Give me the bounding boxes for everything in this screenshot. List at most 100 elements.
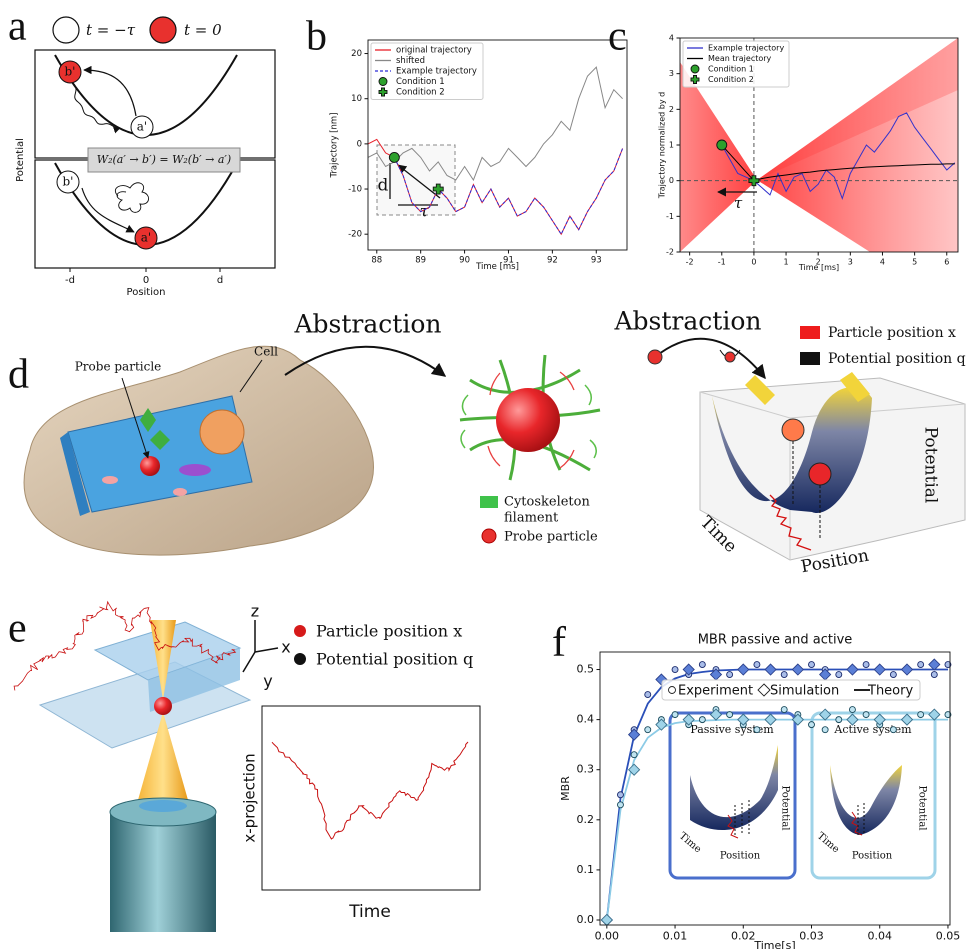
data-point — [836, 672, 842, 678]
panel-e-circle — [294, 653, 306, 665]
panel-d-ellipse — [179, 464, 211, 476]
legend-text: Cytoskeleton — [504, 495, 590, 510]
data-point — [836, 717, 842, 723]
panel-d-rect — [800, 352, 820, 365]
data-point — [809, 722, 815, 728]
data-point — [809, 662, 815, 668]
y-tick-label: 3 — [669, 69, 674, 78]
x-tick-label: 0 — [751, 257, 756, 266]
panel-d-circle — [809, 463, 831, 485]
illustration-label: Cell — [254, 345, 278, 359]
figure: a t = −τ t = 0 b' a' b' a' W₂(a′ → b′) =… — [0, 0, 974, 949]
panel-d-circle — [725, 352, 735, 362]
y-tick-label: 20 — [351, 49, 362, 59]
x-tick-label: 3 — [848, 257, 853, 266]
data-point — [863, 662, 869, 668]
data-point — [792, 664, 803, 675]
panel-e-rect — [262, 706, 480, 890]
data-point — [601, 914, 612, 925]
legend-text: Probe particle — [504, 530, 598, 545]
legend-label: Condition 2 — [708, 75, 754, 84]
data-point — [629, 729, 640, 740]
data-point — [918, 712, 924, 718]
y-axis-label: Trajectory [nm] — [330, 113, 340, 179]
panel-letter: b — [306, 14, 327, 60]
inset-axis-label: Position — [720, 851, 761, 862]
data-point — [656, 719, 667, 730]
y-tick-label: 10 — [351, 94, 362, 104]
panel-d-circle — [482, 529, 496, 543]
x-tick-label: 2 — [816, 257, 821, 266]
x-tick-label: 90 — [459, 256, 470, 266]
data-point — [765, 664, 776, 675]
legend-text: Particle position x — [828, 325, 956, 341]
x-tick-label: -1 — [718, 257, 726, 266]
illustration-label: Probe particle — [75, 360, 162, 374]
state-label: b' — [63, 175, 74, 189]
panel-e-ellipse — [139, 800, 187, 812]
data-point — [874, 664, 885, 675]
data-point — [890, 672, 896, 678]
axis-glyph: x — [281, 638, 290, 657]
legend-swatch — [669, 687, 676, 694]
legend-label: Mean trajectory — [708, 54, 772, 63]
data-point — [918, 662, 924, 668]
panel-d-ellipse — [102, 476, 118, 484]
chart-title: MBR passive and active — [698, 633, 853, 648]
data-point — [781, 707, 787, 713]
legend-label: Theory — [867, 684, 913, 699]
data-point — [738, 664, 749, 675]
x-tick-label: 0.01 — [663, 930, 688, 943]
y-tick-label: 1 — [669, 141, 674, 150]
x-tick-label: 0.02 — [731, 930, 756, 943]
x-tick-label: 92 — [547, 256, 558, 266]
data-point — [822, 727, 828, 733]
legend-label: original trajectory — [396, 46, 472, 56]
y-tick-label: 0.5 — [577, 663, 595, 676]
y-tick-label: 0 — [357, 139, 362, 149]
panel-d-circle — [200, 410, 244, 454]
x-tick-label: 89 — [415, 256, 426, 266]
panel-a-circle — [150, 17, 176, 43]
data-point — [617, 792, 623, 798]
panel-d-rect — [800, 326, 820, 339]
y-tick-label: -10 — [348, 185, 362, 195]
legend-label: shifted — [396, 56, 425, 66]
annotation: τ — [734, 194, 743, 212]
y-tick-label: 0.0 — [577, 913, 595, 926]
y-tick-label: 0.2 — [577, 813, 595, 826]
data-point — [890, 727, 896, 733]
y-tick-label: -1 — [666, 212, 674, 221]
data-point — [727, 712, 733, 718]
y-axis-label: x-projection — [241, 753, 259, 842]
inset-axis-label: Potential — [917, 785, 928, 830]
x-tick-label: -d — [65, 275, 75, 286]
data-point — [645, 727, 651, 733]
legend-swatch — [691, 65, 699, 73]
legend-label: Experiment — [678, 684, 753, 699]
legend-text: t = −τ — [86, 21, 136, 39]
y-tick-label: 0 — [669, 176, 674, 185]
panel-a-circle — [53, 17, 79, 43]
panel-f-insets: Passive system Time Position Potential A… — [670, 713, 935, 878]
inset-title: Passive system — [690, 723, 774, 736]
inset-axis-label: Position — [852, 851, 893, 862]
condition-point — [389, 152, 399, 162]
state-label: a' — [141, 231, 151, 245]
x-tick-label: 0.04 — [867, 930, 892, 943]
arrow-label: Abstraction — [294, 310, 442, 339]
data-point — [931, 672, 937, 678]
data-point — [727, 672, 733, 678]
x-tick-label: 0.00 — [595, 930, 620, 943]
panel-d-circle — [782, 419, 804, 441]
data-point — [617, 802, 623, 808]
legend-label: Condition 2 — [396, 88, 445, 98]
data-point — [863, 712, 869, 718]
panel-e-rect — [110, 812, 216, 932]
axis-glyph: y — [263, 672, 272, 691]
panel-d-circle — [140, 456, 160, 476]
panel-e-line — [255, 648, 278, 652]
condition-point — [717, 140, 727, 150]
x-tick-label: 88 — [371, 256, 382, 266]
panel-d-ellipse — [173, 488, 187, 496]
